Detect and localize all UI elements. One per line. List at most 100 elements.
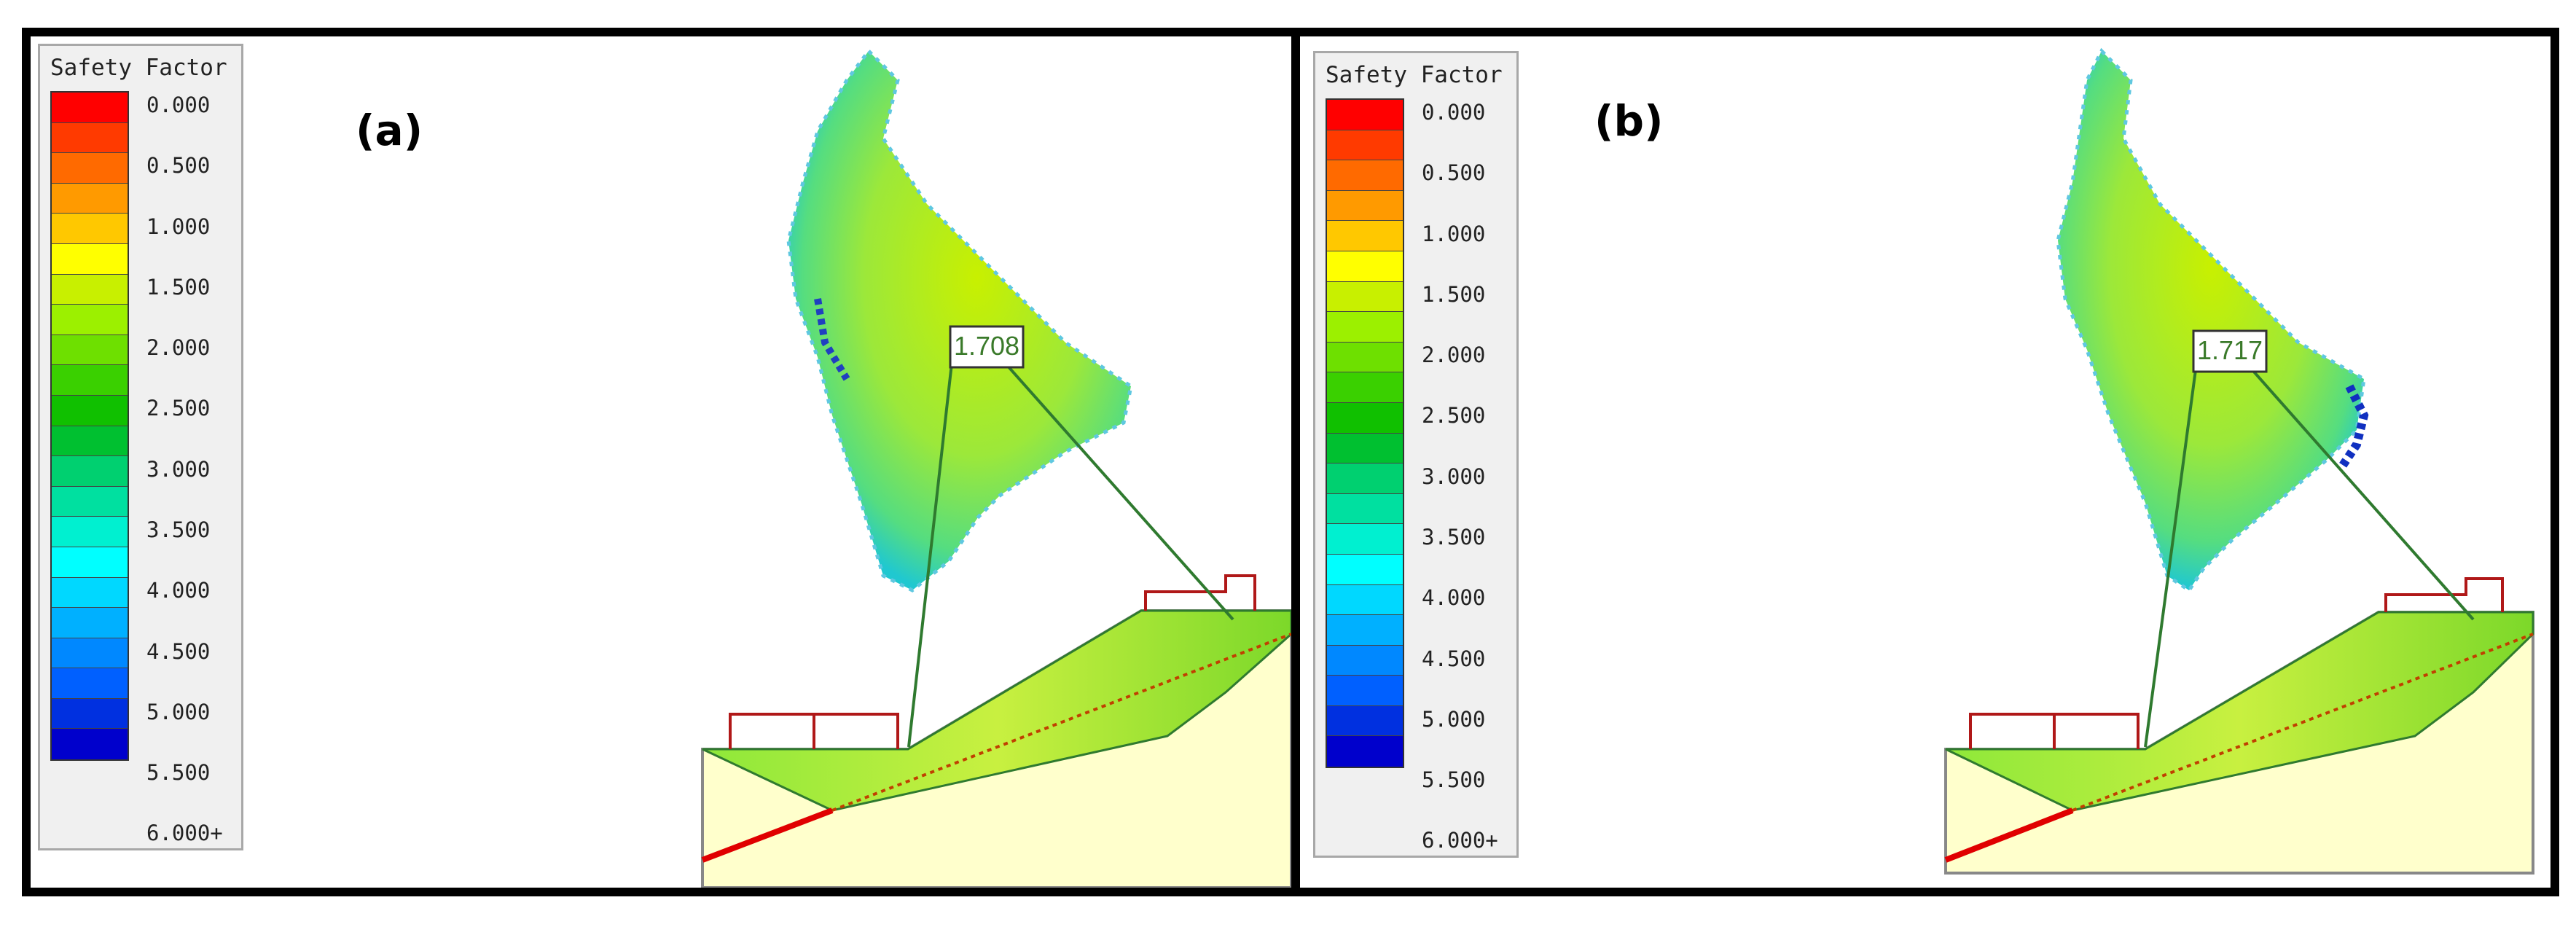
legend-swatch [52, 638, 128, 669]
min-fs-box [949, 325, 1025, 369]
legend-swatch [1327, 402, 1403, 434]
legend-swatch [1327, 251, 1403, 282]
legend-label: 0.500 [146, 153, 211, 178]
legend-swatch [1327, 615, 1403, 646]
legend-label: 5.000 [1422, 707, 1486, 732]
load-frame [729, 713, 899, 749]
min-fs-label: 1.717 [2197, 335, 2263, 365]
legend-label: 4.000 [1422, 585, 1486, 610]
legend-swatch [52, 395, 128, 426]
slip-center-grid [2056, 47, 2366, 593]
low-fs-edge [2338, 384, 2369, 469]
legend-swatch [1327, 433, 1403, 464]
legend-color-scale [50, 91, 129, 762]
legend-label: 2.000 [146, 335, 211, 360]
legend-swatch [1327, 372, 1403, 403]
legend-label: 0.500 [1422, 160, 1486, 185]
legend-swatch [1327, 342, 1403, 373]
legend-label: 2.000 [1422, 343, 1486, 367]
legend-label: 2.500 [1422, 403, 1486, 428]
legend-swatch [52, 517, 128, 547]
red-boundary [1944, 807, 2074, 863]
legend-swatch [1327, 676, 1403, 706]
legend-label: 6.000+ [1422, 828, 1498, 853]
legend-swatch [1327, 312, 1403, 343]
legend-label: 1.500 [146, 275, 211, 300]
slip-line [907, 356, 954, 748]
legend-swatch [1327, 281, 1403, 313]
legend-label: 0.000 [1422, 100, 1486, 125]
legend-label: 5.000 [146, 700, 211, 724]
legend-swatch [52, 214, 128, 244]
slip-line [2246, 363, 2475, 621]
legend-swatch [52, 93, 128, 123]
legend-label: 2.500 [146, 396, 211, 420]
legend-swatch [1327, 160, 1403, 191]
legend-label: 4.500 [146, 639, 211, 664]
legend-swatch [52, 668, 128, 699]
panel-label: (a) [356, 106, 423, 155]
panel-b: Safety Factor 0.000 0.500 1.000 1.500 2.… [1291, 28, 2559, 896]
legend-swatch [1327, 645, 1403, 676]
legend-label: 0.000 [146, 93, 211, 117]
slip-surface-mass [702, 609, 1291, 812]
legend-swatch [52, 698, 128, 729]
legend-label: 1.000 [1422, 222, 1486, 246]
legend-color-scale [1326, 98, 1404, 769]
legend-swatch [52, 183, 128, 214]
safety-factor-legend: Safety Factor 0.000 0.500 1.000 1.500 2.… [1313, 51, 1519, 858]
legend-label: 3.500 [146, 517, 211, 542]
legend-label: 5.500 [146, 760, 211, 785]
slope-model-drawing: 1.717 [1944, 47, 2534, 875]
legend-swatch [1327, 100, 1403, 130]
legend-swatch [52, 426, 128, 457]
legend-swatch [52, 365, 128, 396]
legend-swatch [1327, 554, 1403, 585]
slip-line [2144, 364, 2198, 748]
panel-label: (b) [1594, 96, 1664, 146]
legend-swatch [1327, 524, 1403, 555]
legend-swatch [52, 608, 128, 638]
legend-swatch [52, 729, 128, 760]
load-frame [2384, 577, 2504, 612]
legend-swatch [52, 456, 128, 487]
legend-swatch [1327, 190, 1403, 222]
legend-label: 5.500 [1422, 767, 1486, 792]
load-frame [1144, 574, 1256, 611]
slip-line [998, 356, 1234, 621]
legend-swatch [52, 153, 128, 184]
legend-label: 1.000 [146, 214, 211, 239]
min-fs-box [2192, 329, 2268, 373]
safety-factor-legend: Safety Factor 0.000 0.500 1.000 1.500 2.… [38, 44, 243, 850]
legend-swatch [1327, 130, 1403, 161]
legend-swatch [52, 274, 128, 305]
legend-swatch [1327, 493, 1403, 525]
legend-swatch [52, 305, 128, 335]
legend-label: 6.000+ [146, 821, 223, 845]
legend-title: Safety Factor [50, 55, 227, 81]
legend-label: 3.000 [146, 457, 211, 482]
load-frame [1969, 713, 2140, 749]
red-boundary [701, 807, 834, 863]
legend-swatch [52, 243, 128, 275]
min-fs-label: 1.708 [954, 331, 1019, 361]
legend-swatch [1327, 705, 1403, 737]
legend-swatch [1327, 463, 1403, 494]
panel-a: Safety Factor 0.000 0.500 1.000 1.500 2.… [22, 28, 1300, 896]
low-fs-edge [814, 298, 850, 381]
legend-swatch [52, 577, 128, 609]
legend-swatch [52, 335, 128, 366]
legend-label: 3.000 [1422, 464, 1486, 489]
slip-center-grid [786, 48, 1133, 592]
legend-swatch [1327, 584, 1403, 616]
legend-label: 3.500 [1422, 525, 1486, 549]
legend-label: 4.500 [1422, 646, 1486, 671]
legend-label: 4.000 [146, 578, 211, 603]
slope-model-drawing: 1.708 [701, 48, 1291, 888]
legend-swatch [1327, 736, 1403, 767]
legend-swatch [52, 547, 128, 578]
legend-label: 1.500 [1422, 282, 1486, 307]
legend-swatch [52, 122, 128, 154]
legend-swatch [52, 486, 128, 517]
legend-title: Safety Factor [1326, 62, 1503, 88]
